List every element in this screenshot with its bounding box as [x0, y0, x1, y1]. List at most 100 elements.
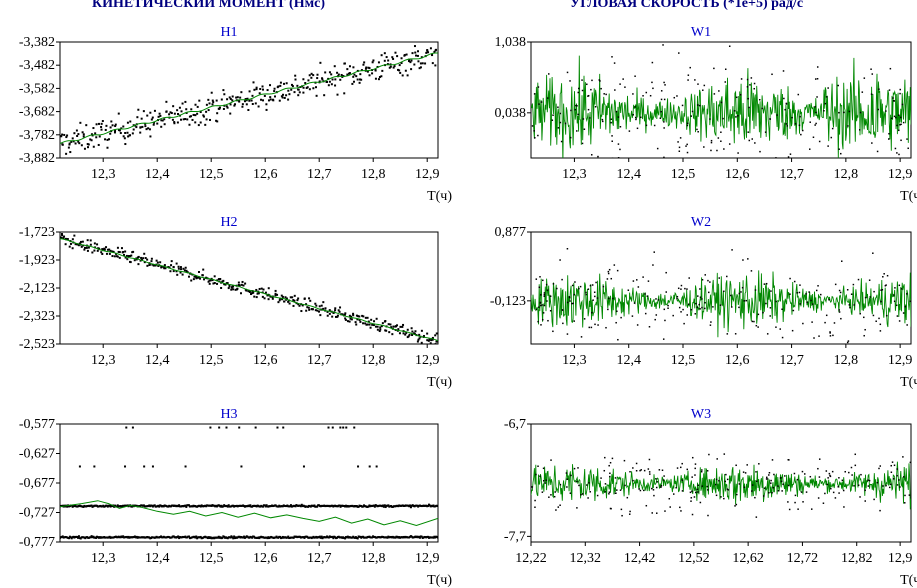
data-point — [616, 489, 618, 491]
data-point — [799, 115, 801, 118]
data-point — [321, 77, 324, 80]
data-point — [298, 304, 301, 307]
data-point — [609, 507, 612, 510]
data-point — [244, 98, 247, 101]
data-point — [656, 512, 658, 514]
data-point — [673, 96, 676, 99]
data-point — [612, 297, 614, 300]
data-point — [80, 245, 83, 248]
data-point — [822, 502, 825, 504]
data-point — [663, 98, 666, 101]
data-point — [259, 87, 262, 90]
data-point — [152, 123, 155, 126]
data-point — [293, 91, 296, 94]
data-point — [381, 322, 384, 325]
data-point — [726, 478, 729, 481]
data-point — [809, 148, 811, 150]
data-point — [272, 99, 275, 102]
data-point — [749, 84, 751, 86]
data-point — [359, 73, 362, 76]
data-point — [111, 255, 114, 258]
data-point — [533, 130, 535, 132]
data-point — [755, 324, 758, 327]
data-point — [112, 250, 115, 253]
data-point — [724, 480, 727, 483]
data-point — [152, 264, 155, 267]
data-point — [140, 256, 143, 259]
data-point — [342, 426, 345, 429]
data-point — [541, 318, 544, 321]
data-point — [863, 334, 865, 337]
data-point — [699, 104, 701, 107]
data-point — [234, 103, 237, 106]
data-point — [782, 483, 784, 486]
data-point — [823, 110, 825, 112]
data-point — [710, 139, 713, 142]
data-point — [122, 253, 125, 256]
data-point — [168, 266, 171, 269]
data-point — [362, 63, 365, 66]
data-point — [173, 112, 176, 115]
data-point — [375, 465, 378, 468]
data-point — [738, 306, 740, 309]
data-point — [170, 264, 173, 267]
data-point — [541, 304, 543, 306]
data-point — [403, 54, 406, 57]
data-point — [615, 110, 618, 113]
data-point — [219, 277, 222, 280]
data-point — [559, 112, 562, 115]
data-point — [208, 102, 211, 105]
data-point — [163, 264, 166, 267]
data-point — [247, 290, 250, 293]
data-point — [339, 306, 342, 309]
data-point — [245, 99, 248, 102]
data-point — [846, 289, 849, 291]
data-point — [742, 471, 745, 473]
data-point — [373, 320, 376, 323]
data-point — [589, 491, 591, 493]
data-point — [314, 302, 317, 305]
data-point — [634, 116, 637, 119]
data-point — [328, 309, 331, 312]
data-point — [400, 57, 403, 60]
data-point — [829, 332, 831, 334]
data-point — [238, 100, 241, 103]
panel-title: W3 — [691, 407, 711, 422]
data-point — [78, 465, 81, 468]
data-point — [434, 334, 437, 337]
data-point — [386, 536, 389, 539]
data-point — [776, 114, 778, 116]
data-point — [212, 101, 215, 104]
data-point — [751, 320, 754, 323]
data-point — [182, 118, 185, 121]
data-point — [105, 246, 108, 249]
data-point — [319, 61, 322, 64]
data-point — [791, 329, 794, 332]
data-point — [284, 296, 287, 299]
data-point — [213, 275, 216, 278]
data-point — [647, 280, 650, 282]
data-point — [185, 505, 188, 508]
left-section-title: КИНЕТИЧЕСКИЙ МОМЕНТ (Нмс) — [92, 0, 325, 11]
data-point — [160, 125, 163, 128]
data-point — [750, 270, 753, 272]
data-point — [224, 283, 227, 286]
data-point — [201, 274, 204, 277]
data-point — [730, 294, 732, 297]
data-point — [740, 291, 742, 293]
data-point — [754, 496, 756, 499]
data-point — [587, 108, 590, 111]
data-point — [789, 153, 792, 155]
data-point — [531, 486, 533, 488]
data-point — [265, 108, 268, 111]
data-point — [832, 334, 834, 337]
data-point — [90, 535, 93, 538]
data-point — [315, 304, 318, 307]
data-point — [223, 283, 226, 286]
data-point — [334, 309, 337, 312]
data-point — [684, 287, 686, 290]
data-point — [314, 309, 317, 312]
data-point — [665, 291, 667, 293]
data-point — [193, 275, 196, 278]
